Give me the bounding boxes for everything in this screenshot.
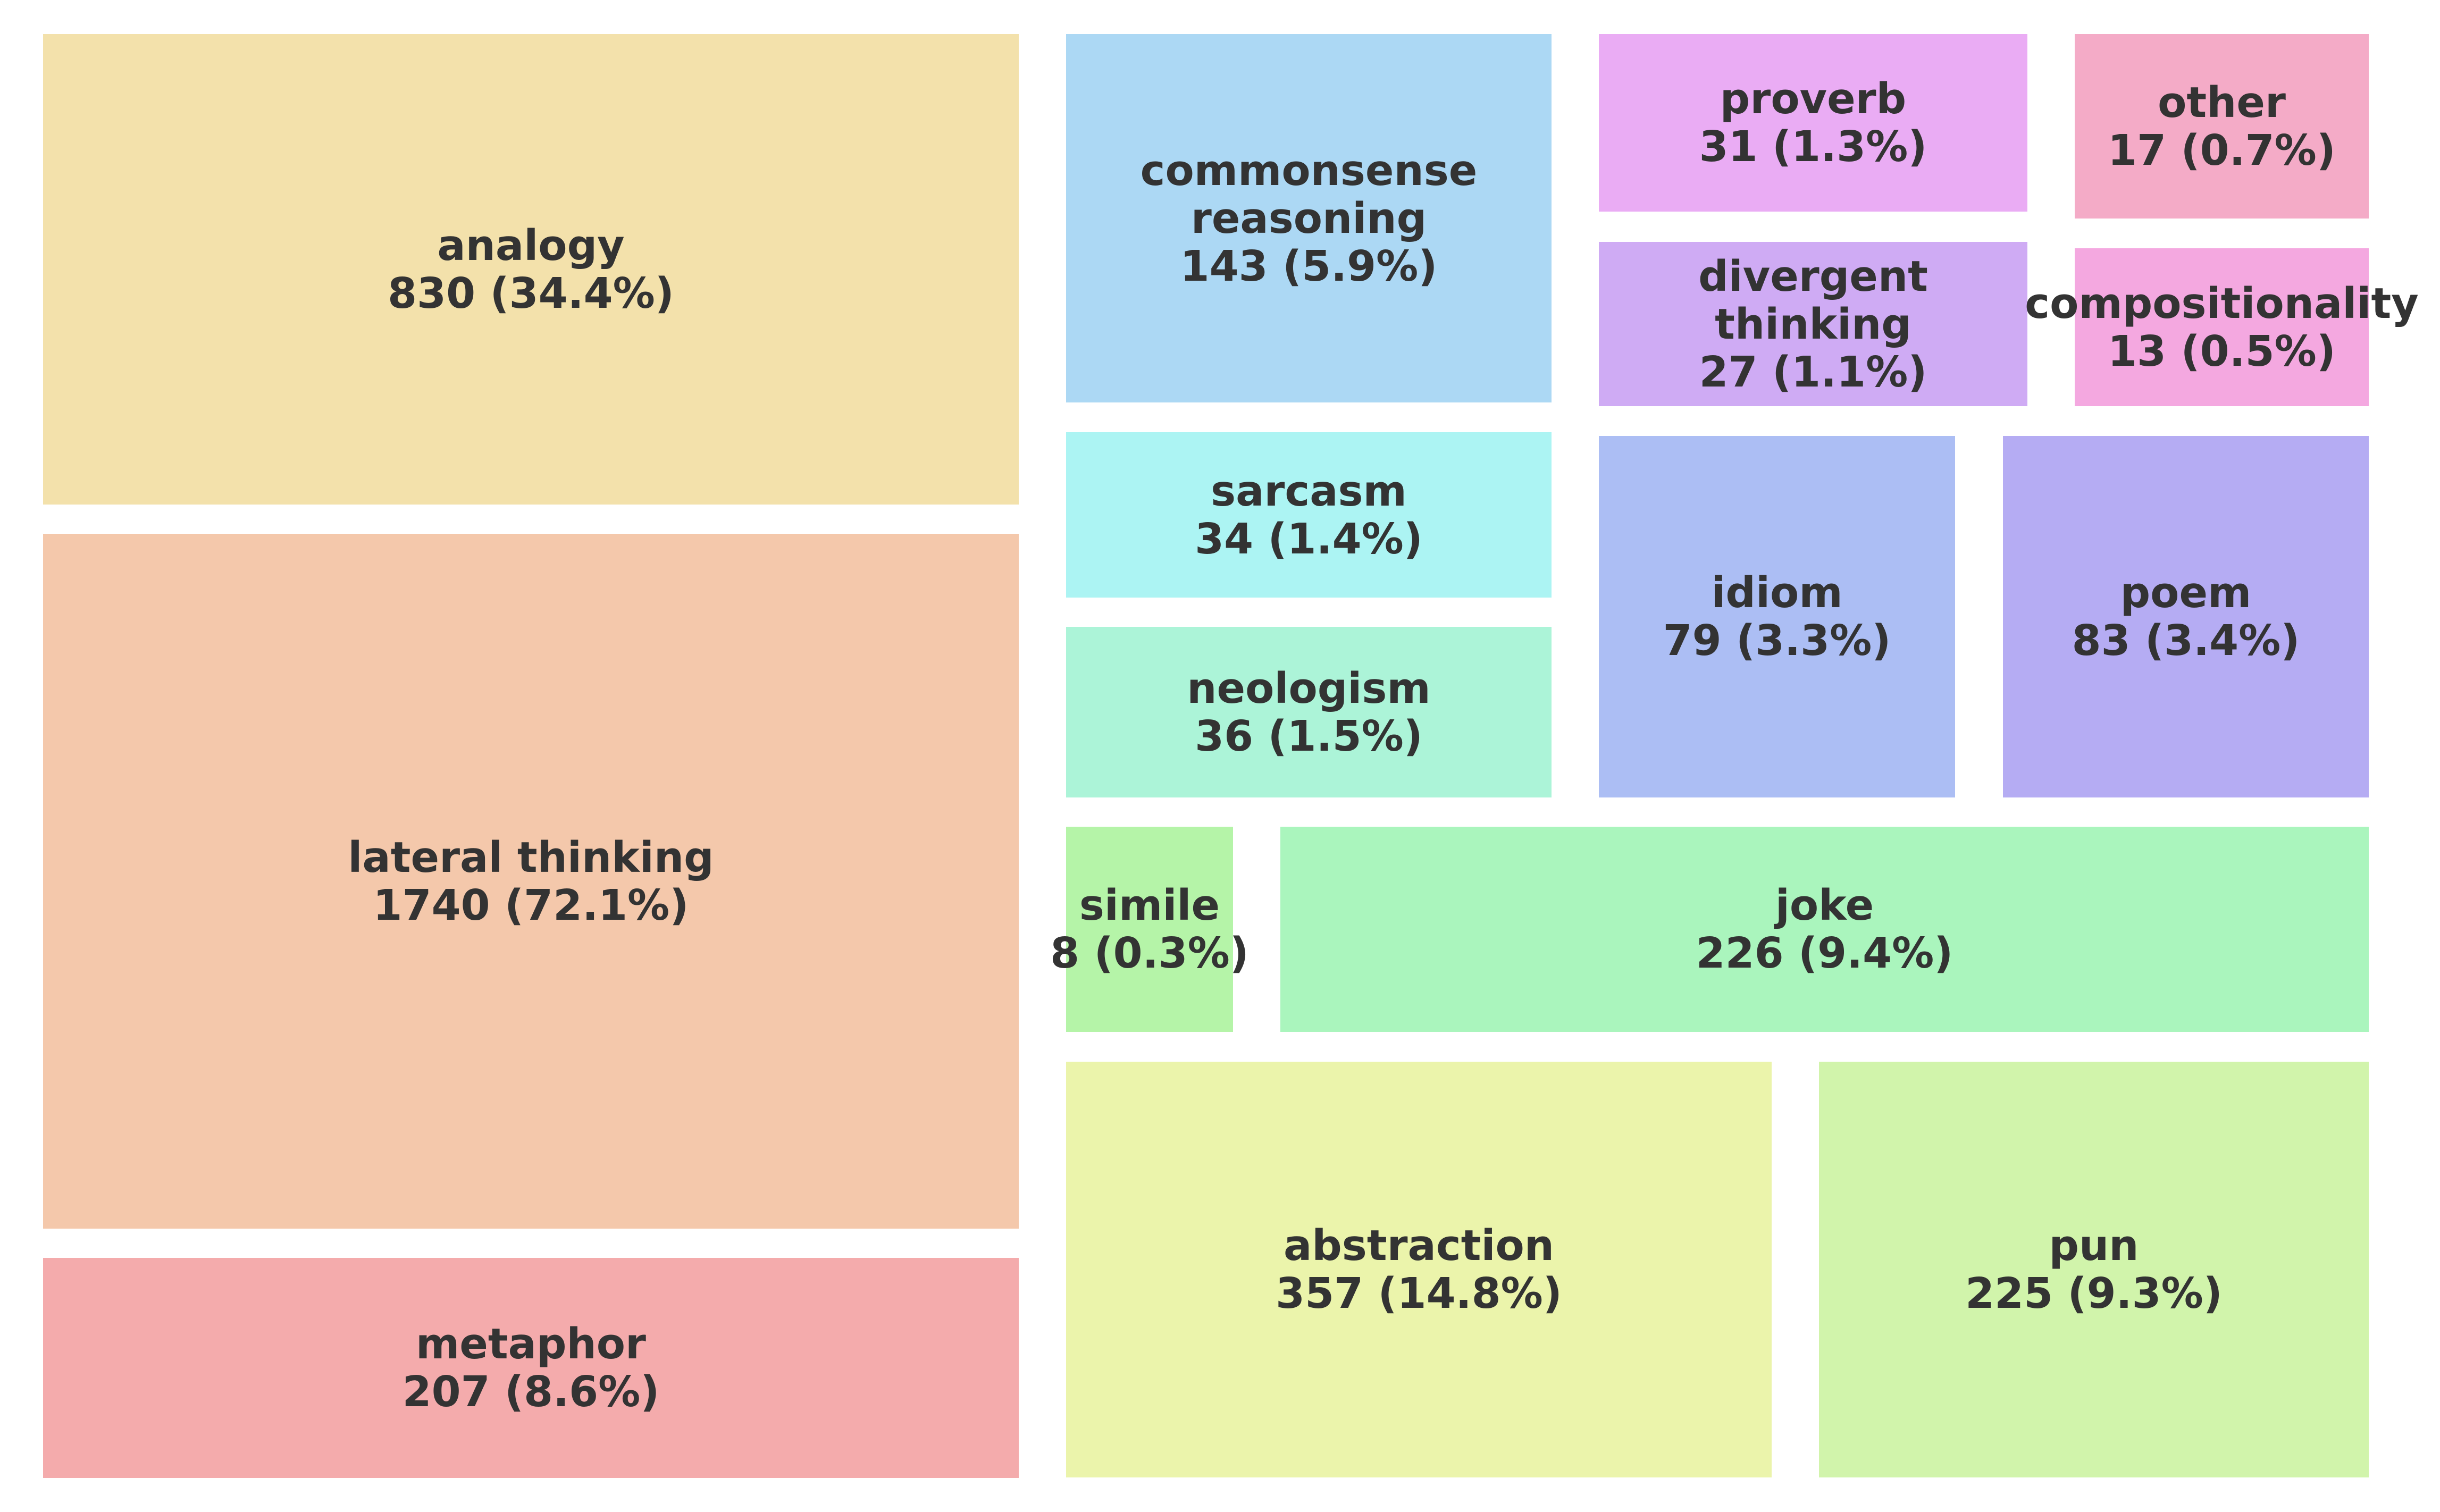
- treemap-tile-commonsense-reasoning: commonsense reasoning 143 (5.9%): [1066, 34, 1552, 402]
- tile-label: abstraction 357 (14.8%): [1276, 1222, 1562, 1317]
- treemap-tile-compositionality: compositionality 13 (0.5%): [2025, 248, 2419, 406]
- treemap-tile-joke: joke 226 (9.4%): [1280, 827, 2369, 1032]
- tile-label: analogy 830 (34.4%): [388, 222, 674, 317]
- tile-name: analogy: [437, 221, 625, 270]
- tile-label: poem 83 (3.4%): [2072, 569, 2300, 665]
- tile-name: sarcasm: [1211, 466, 1407, 516]
- treemap-tile-neologism: neologism 36 (1.5%): [1066, 627, 1552, 797]
- treemap-tile-divergent-thinking: divergent thinking 27 (1.1%): [1599, 242, 2027, 406]
- tile-name: neologism: [1187, 663, 1431, 713]
- tile-value: 8 (0.3%): [1050, 929, 1249, 978]
- tile-label: commonsense reasoning 143 (5.9%): [1141, 147, 1478, 290]
- tile-value: 13 (0.5%): [2108, 326, 2336, 376]
- tile-name: lateral thinking: [348, 833, 714, 882]
- tile-value: 143 (5.9%): [1180, 241, 1438, 291]
- tile-label: metaphor 207 (8.6%): [403, 1320, 660, 1416]
- tile-name: proverb: [1720, 74, 1907, 123]
- tile-label: compositionality 13 (0.5%): [2025, 280, 2418, 375]
- tile-label: simile 8 (0.3%): [1050, 881, 1249, 977]
- tile-value: 17 (0.7%): [2108, 125, 2336, 175]
- tile-value: 226 (9.4%): [1696, 929, 1953, 978]
- tile-label: neologism 36 (1.5%): [1187, 665, 1430, 760]
- tile-name: divergent: [1698, 251, 1928, 301]
- treemap-tile-other: other 17 (0.7%): [2075, 34, 2369, 219]
- tile-label: proverb 31 (1.3%): [1699, 75, 1927, 171]
- tile-name: pun: [2049, 1221, 2139, 1270]
- tile-label: sarcasm 34 (1.4%): [1195, 467, 1423, 563]
- tile-value: 83 (3.4%): [2072, 616, 2300, 665]
- tile-label: other 17 (0.7%): [2108, 79, 2336, 174]
- tile-value: 207 (8.6%): [402, 1367, 660, 1416]
- tile-name: other: [2158, 78, 2286, 127]
- tile-value: 79 (3.3%): [1663, 616, 1891, 665]
- tile-value: 36 (1.5%): [1195, 711, 1423, 761]
- tile-label: lateral thinking 1740 (72.1%): [348, 834, 714, 929]
- tile-value: 830 (34.4%): [388, 268, 674, 318]
- tile-name: abstraction: [1283, 1221, 1555, 1270]
- treemap-tile-proverb: proverb 31 (1.3%): [1599, 34, 2027, 212]
- treemap-tile-analogy: analogy 830 (34.4%): [43, 34, 1019, 505]
- tile-name: thinking: [1715, 299, 1911, 349]
- treemap-tile-metaphor: metaphor 207 (8.6%): [43, 1258, 1019, 1478]
- tile-name: compositionality: [2025, 279, 2419, 328]
- tile-name: joke: [1775, 881, 1874, 930]
- tile-value: 357 (14.8%): [1276, 1269, 1562, 1318]
- tile-value: 34 (1.4%): [1195, 514, 1423, 564]
- tile-name: commonsense: [1140, 146, 1478, 195]
- tile-name: idiom: [1711, 568, 1843, 617]
- tile-label: divergent thinking 27 (1.1%): [1698, 253, 1928, 396]
- treemap-tile-pun: pun 225 (9.3%): [1819, 1062, 2369, 1477]
- tile-name: poem: [2120, 568, 2252, 617]
- tile-label: idiom 79 (3.3%): [1663, 569, 1891, 665]
- tile-value: 1740 (72.1%): [373, 880, 689, 930]
- tile-value: 225 (9.3%): [1965, 1269, 2223, 1318]
- tile-label: pun 225 (9.3%): [1965, 1222, 2223, 1317]
- tile-name: metaphor: [415, 1320, 646, 1368]
- treemap-tile-simile: simile 8 (0.3%): [1050, 827, 1249, 1032]
- treemap-tile-abstraction: abstraction 357 (14.8%): [1066, 1062, 1772, 1477]
- treemap-tile-sarcasm: sarcasm 34 (1.4%): [1066, 432, 1552, 598]
- treemap-tile-poem: poem 83 (3.4%): [2003, 436, 2369, 797]
- tile-name: reasoning: [1190, 194, 1427, 243]
- tile-value: 27 (1.1%): [1699, 347, 1927, 397]
- tile-name: simile: [1079, 881, 1220, 930]
- treemap-tile-idiom: idiom 79 (3.3%): [1599, 436, 1955, 797]
- tile-value: 31 (1.3%): [1699, 122, 1927, 171]
- treemap-tile-lateral-thinking: lateral thinking 1740 (72.1%): [43, 534, 1019, 1229]
- tile-label: joke 226 (9.4%): [1696, 881, 1953, 977]
